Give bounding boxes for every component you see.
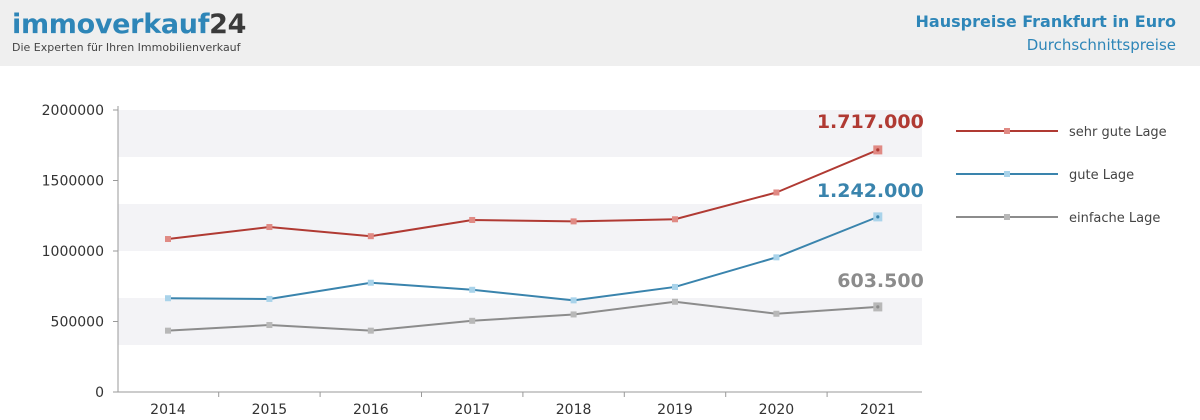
data-point bbox=[266, 295, 273, 302]
grid-band bbox=[118, 204, 922, 251]
legend-marker bbox=[1004, 171, 1010, 177]
series-2: 603.500 bbox=[165, 270, 924, 334]
data-point bbox=[773, 189, 780, 196]
x-tick-label: 2014 bbox=[150, 402, 186, 418]
data-point bbox=[165, 295, 171, 302]
value-label: 603.500 bbox=[837, 270, 924, 292]
legend-item: einfache Lage bbox=[956, 211, 1160, 226]
logo-wordmark: immoverkauf bbox=[12, 9, 210, 40]
x-tick-label: 2016 bbox=[353, 402, 389, 418]
data-point bbox=[570, 311, 577, 318]
legend-label: gute Lage bbox=[1069, 168, 1134, 183]
legend-item: sehr gute Lage bbox=[956, 125, 1167, 140]
data-point bbox=[469, 317, 476, 324]
x-tick-label: 2015 bbox=[252, 402, 288, 418]
legend-item: gute Lage bbox=[956, 168, 1134, 183]
data-point bbox=[672, 216, 678, 223]
y-tick-label: 1000000 bbox=[42, 244, 104, 260]
data-point-center bbox=[876, 148, 880, 152]
data-point bbox=[773, 254, 780, 261]
value-label: 1.717.000 bbox=[817, 111, 924, 133]
y-tick-label: 2000000 bbox=[42, 103, 104, 119]
chart-legend: sehr gute Lage gute Lage einfache Lage bbox=[956, 125, 1167, 226]
series-line bbox=[167, 300, 878, 332]
x-tick-label: 2017 bbox=[454, 402, 490, 418]
legend-label: einfache Lage bbox=[1069, 211, 1160, 226]
data-point bbox=[570, 218, 577, 225]
legend-label: sehr gute Lage bbox=[1069, 125, 1167, 140]
header-bar: immoverkauf24 Die Experten für Ihren Imm… bbox=[0, 0, 1200, 66]
x-tick-label: 2019 bbox=[657, 402, 693, 418]
data-point-center bbox=[876, 305, 880, 309]
chart-title: Hauspreise Frankfurt in Euro bbox=[915, 12, 1176, 31]
series-0: 1.717.000 bbox=[165, 111, 924, 243]
data-point bbox=[367, 233, 374, 240]
data-point bbox=[469, 286, 476, 293]
legend-marker bbox=[1004, 214, 1010, 220]
data-point bbox=[773, 310, 780, 317]
data-series: 1.717.000 1.242.000 603.500 bbox=[165, 111, 924, 334]
data-point bbox=[266, 322, 273, 329]
y-tick-label: 0 bbox=[95, 385, 104, 401]
logo-number: 24 bbox=[209, 9, 247, 40]
x-tick-label: 2018 bbox=[556, 402, 592, 418]
data-point bbox=[266, 224, 273, 231]
y-tick-label: 500000 bbox=[51, 315, 104, 331]
data-point bbox=[367, 327, 374, 334]
data-point bbox=[165, 327, 171, 334]
value-label: 1.242.000 bbox=[817, 180, 924, 202]
series-line bbox=[167, 215, 879, 302]
y-tick-label: 1500000 bbox=[42, 174, 104, 190]
data-point bbox=[570, 297, 577, 304]
brand-tagline: Die Experten für Ihren Immobilienverkauf bbox=[12, 41, 241, 54]
grid-band bbox=[118, 297, 922, 346]
data-point bbox=[672, 283, 678, 290]
x-axis-ticks: 2014 2015 2016 2017 2018 2019 2020 2021 bbox=[150, 392, 896, 418]
grid-band bbox=[118, 110, 922, 157]
data-point bbox=[469, 216, 476, 223]
series-line bbox=[167, 148, 879, 241]
data-point bbox=[165, 236, 171, 243]
series-1: 1.242.000 bbox=[165, 180, 924, 304]
x-tick-label: 2021 bbox=[860, 402, 896, 418]
chart-axes bbox=[117, 106, 922, 393]
data-point bbox=[672, 298, 678, 305]
brand-logo[interactable]: immoverkauf24 bbox=[12, 10, 246, 40]
y-axis-ticks: 2000000 1500000 1000000 500000 0 bbox=[42, 103, 118, 401]
chart-subtitle: Durchschnittspreise bbox=[1026, 36, 1176, 54]
grid-bands bbox=[118, 110, 922, 346]
legend-marker bbox=[1004, 128, 1010, 134]
data-point-center bbox=[876, 215, 880, 219]
x-tick-label: 2020 bbox=[759, 402, 795, 418]
data-point bbox=[367, 279, 374, 286]
